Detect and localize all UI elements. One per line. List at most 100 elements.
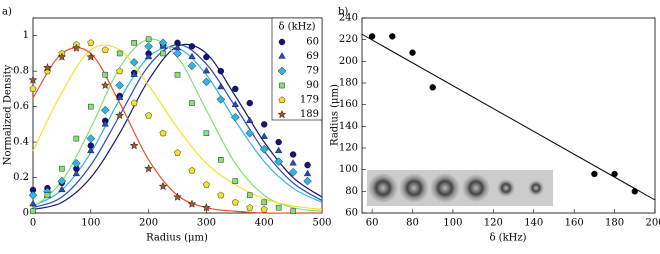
point: [231, 112, 240, 122]
point: [44, 192, 51, 199]
point: [59, 165, 65, 172]
point: [129, 58, 139, 67]
x-tick-label: 300: [197, 218, 216, 229]
point: [217, 82, 225, 90]
point: [86, 134, 96, 143]
legend-label: 179: [300, 95, 319, 106]
x-tick-label: 100: [81, 218, 100, 229]
y-tick-label: 1: [23, 30, 29, 41]
point: [188, 166, 196, 174]
legend-label: 189: [300, 109, 319, 120]
point: [43, 63, 52, 72]
point: [275, 204, 282, 211]
point: [29, 199, 37, 207]
panel-label: b): [338, 7, 348, 18]
legend-label: 60: [306, 37, 319, 48]
y-tick-label: 0.8: [13, 66, 29, 77]
point: [275, 138, 282, 146]
legend-title: δ (kHz): [278, 22, 315, 33]
x-tick-label: 200: [139, 218, 158, 229]
point: [304, 161, 311, 169]
legend-label: 79: [306, 66, 319, 77]
y-tick-label: 60: [345, 208, 358, 219]
point: [202, 77, 211, 87]
legend-label: 90: [306, 80, 319, 91]
y-tick-label: 240: [339, 13, 358, 24]
point: [289, 151, 297, 158]
y-tick-label: 100: [339, 164, 358, 175]
point: [246, 116, 254, 123]
legend-marker: [278, 52, 286, 59]
point: [173, 192, 182, 201]
point: [88, 103, 94, 110]
point: [290, 208, 296, 214]
point: [202, 203, 211, 212]
x-tick-label: 100: [443, 218, 462, 229]
point: [131, 40, 137, 46]
x-tick-label: 180: [605, 218, 624, 229]
point: [116, 50, 123, 57]
legend-marker: [278, 38, 286, 46]
y-tick-label: 160: [339, 99, 358, 110]
point: [261, 199, 267, 206]
point: [173, 49, 182, 58]
point: [73, 135, 80, 142]
y-tick-label: 0: [23, 208, 29, 219]
point: [591, 170, 598, 178]
panel-label: a): [2, 7, 12, 18]
point: [217, 191, 225, 199]
x-tick-label: 400: [255, 218, 274, 229]
legend-marker: [277, 109, 287, 119]
legend-label: 69: [306, 51, 319, 62]
point: [188, 52, 196, 60]
x-tick-label: 500: [312, 218, 331, 229]
y-tick-label: 0.6: [13, 101, 29, 112]
x-tick-label: 200: [645, 218, 660, 229]
point: [203, 53, 210, 61]
point: [145, 111, 153, 119]
y-tick-label: 200: [339, 56, 358, 67]
legend-marker: [277, 66, 287, 76]
point: [57, 52, 67, 61]
point: [260, 205, 268, 213]
point: [87, 146, 95, 154]
point: [275, 146, 283, 154]
point: [159, 129, 167, 137]
point: [189, 100, 195, 106]
y-tick-label: 180: [339, 78, 358, 89]
point: [246, 204, 254, 211]
point: [246, 99, 253, 107]
y-tick-label: 220: [339, 34, 358, 45]
point: [102, 71, 108, 78]
point: [160, 50, 166, 57]
point: [188, 43, 196, 50]
point: [232, 85, 239, 93]
point: [29, 85, 37, 92]
fit-curve: [32, 44, 323, 211]
x-tick-label: 0: [30, 218, 36, 229]
point: [144, 52, 153, 60]
point: [187, 199, 197, 208]
point: [28, 190, 38, 200]
image-insets: [367, 170, 553, 206]
point: [218, 157, 224, 163]
point: [231, 198, 239, 206]
legend-marker: [278, 96, 286, 103]
point: [611, 170, 618, 178]
point: [100, 105, 110, 115]
point: [30, 208, 36, 214]
x-tick-label: 120: [484, 218, 503, 229]
point: [303, 176, 312, 186]
point: [101, 46, 109, 53]
point: [100, 80, 110, 90]
point: [145, 36, 152, 43]
point: [389, 33, 396, 40]
point: [303, 169, 312, 177]
point: [202, 66, 211, 74]
point: [72, 169, 80, 177]
point: [57, 176, 67, 186]
point: [87, 39, 95, 46]
point: [288, 167, 298, 177]
x-tick-label: 140: [524, 218, 543, 229]
x-tick-label: 60: [366, 218, 379, 229]
